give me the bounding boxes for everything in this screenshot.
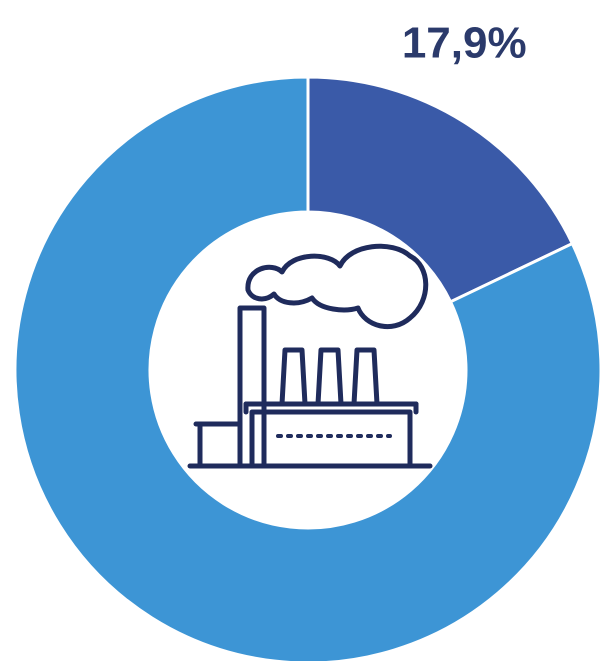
data-label: 17,9% — [402, 19, 527, 68]
donut-segment — [13, 75, 603, 661]
donut-segment — [306, 75, 575, 304]
factory-icon — [187, 243, 433, 469]
donut — [13, 75, 603, 661]
